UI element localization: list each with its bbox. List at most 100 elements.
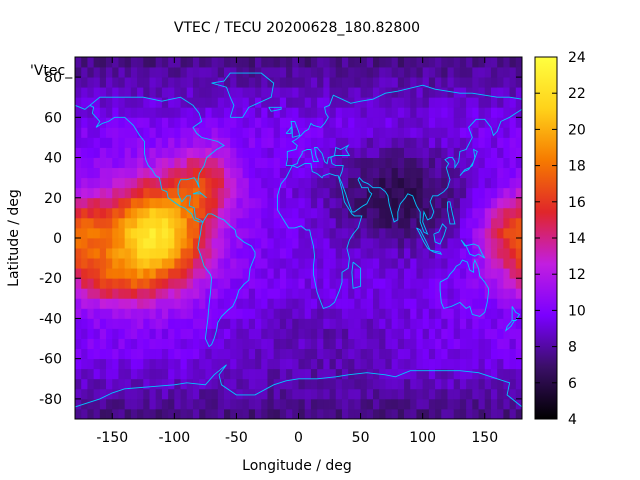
- heatmap-cell: [248, 117, 256, 128]
- heatmap-cell: [186, 348, 194, 360]
- heatmap-cell: [441, 258, 448, 269]
- heatmap-cell: [310, 268, 318, 279]
- heatmap-cell: [478, 238, 486, 249]
- heatmap-cell: [186, 87, 194, 98]
- heatmap-cell: [93, 147, 101, 158]
- heatmap-cell: [199, 87, 206, 98]
- heatmap-cell: [292, 288, 299, 299]
- heatmap-cell: [366, 207, 374, 219]
- heatmap-cell: [236, 227, 244, 239]
- heatmap-cell: [137, 338, 144, 350]
- heatmap-cell: [304, 278, 312, 289]
- heatmap-cell: [310, 258, 318, 269]
- heatmap-cell: [118, 338, 126, 350]
- heatmap-cell: [503, 207, 510, 219]
- heatmap-cell: [93, 358, 101, 370]
- heatmap-cell: [435, 288, 442, 299]
- heatmap-cell: [391, 77, 399, 88]
- heatmap-cell: [298, 288, 306, 299]
- heatmap-cell: [360, 227, 368, 239]
- heatmap-cell: [87, 187, 95, 199]
- heatmap-cell: [428, 328, 436, 339]
- heatmap-cell: [341, 77, 349, 88]
- heatmap-cell: [279, 167, 287, 179]
- heatmap-cell: [422, 258, 430, 269]
- heatmap-cell: [298, 177, 306, 189]
- heatmap-cell: [472, 308, 479, 319]
- heatmap-cell: [106, 278, 113, 289]
- heatmap-cell: [174, 388, 181, 400]
- heatmap-cell: [422, 167, 430, 179]
- heatmap-cell: [379, 97, 386, 108]
- heatmap-cell: [112, 248, 119, 259]
- heatmap-cell: [137, 308, 144, 319]
- heatmap-cell: [335, 157, 343, 169]
- heatmap-cell: [211, 217, 219, 229]
- heatmap-cell: [466, 368, 473, 380]
- heatmap-cell: [428, 167, 436, 179]
- heatmap-cell: [93, 87, 101, 98]
- heatmap-cell: [373, 298, 380, 309]
- heatmap-cell: [112, 238, 119, 249]
- heatmap-cell: [304, 268, 312, 279]
- heatmap-cell: [149, 328, 157, 339]
- heatmap-cell: [230, 378, 237, 390]
- heatmap-cell: [348, 57, 355, 68]
- heatmap-cell: [354, 217, 361, 229]
- heatmap-cell: [453, 187, 461, 199]
- heatmap-cell: [273, 187, 281, 199]
- heatmap-cell: [279, 328, 287, 339]
- heatmap-cell: [242, 87, 250, 98]
- heatmap-cell: [267, 338, 275, 350]
- heatmap-cell: [354, 388, 361, 400]
- heatmap-cell: [379, 288, 386, 299]
- heatmap-cell: [286, 137, 293, 148]
- heatmap-cell: [515, 127, 523, 138]
- heatmap-cell: [124, 147, 132, 158]
- heatmap-cell: [205, 187, 212, 199]
- heatmap-cell: [373, 127, 380, 138]
- heatmap-cell: [366, 248, 374, 259]
- heatmap-cell: [217, 308, 225, 319]
- heatmap-cell: [161, 117, 169, 128]
- heatmap-cell: [130, 67, 138, 78]
- heatmap-cell: [472, 238, 479, 249]
- heatmap-cell: [236, 147, 244, 158]
- heatmap-cell: [211, 238, 219, 249]
- heatmap-cell: [503, 398, 510, 410]
- heatmap-cell: [242, 77, 250, 88]
- heatmap-cell: [447, 167, 455, 179]
- heatmap-cell: [391, 388, 399, 400]
- heatmap-cell: [459, 308, 467, 319]
- heatmap-cell: [217, 227, 225, 239]
- heatmap-cell: [304, 197, 312, 209]
- heatmap-cell: [168, 398, 175, 410]
- heatmap-cell: [236, 358, 244, 370]
- heatmap-cell: [310, 157, 318, 169]
- heatmap-cell: [99, 77, 107, 88]
- heatmap-cell: [286, 117, 293, 128]
- heatmap-cell: [192, 368, 200, 380]
- heatmap-cell: [310, 227, 318, 239]
- heatmap-cell: [484, 388, 492, 400]
- heatmap-cell: [286, 308, 293, 319]
- heatmap-cell: [143, 207, 150, 219]
- heatmap-cell: [75, 288, 82, 299]
- heatmap-cell: [75, 298, 82, 309]
- heatmap-cell: [385, 358, 393, 370]
- heatmap-cell: [192, 318, 200, 329]
- heatmap-cell: [174, 298, 181, 309]
- heatmap-cell: [186, 197, 194, 209]
- heatmap-cell: [236, 308, 244, 319]
- heatmap-cell: [422, 368, 430, 380]
- heatmap-cell: [435, 87, 442, 98]
- heatmap-cell: [366, 388, 374, 400]
- heatmap-cell: [186, 97, 194, 108]
- heatmap-cell: [472, 388, 479, 400]
- heatmap-cell: [304, 187, 312, 199]
- heatmap-cell: [453, 238, 461, 249]
- heatmap-cell: [192, 207, 200, 219]
- heatmap-cell: [366, 358, 374, 370]
- heatmap-cell: [273, 107, 281, 118]
- heatmap-cell: [341, 238, 349, 249]
